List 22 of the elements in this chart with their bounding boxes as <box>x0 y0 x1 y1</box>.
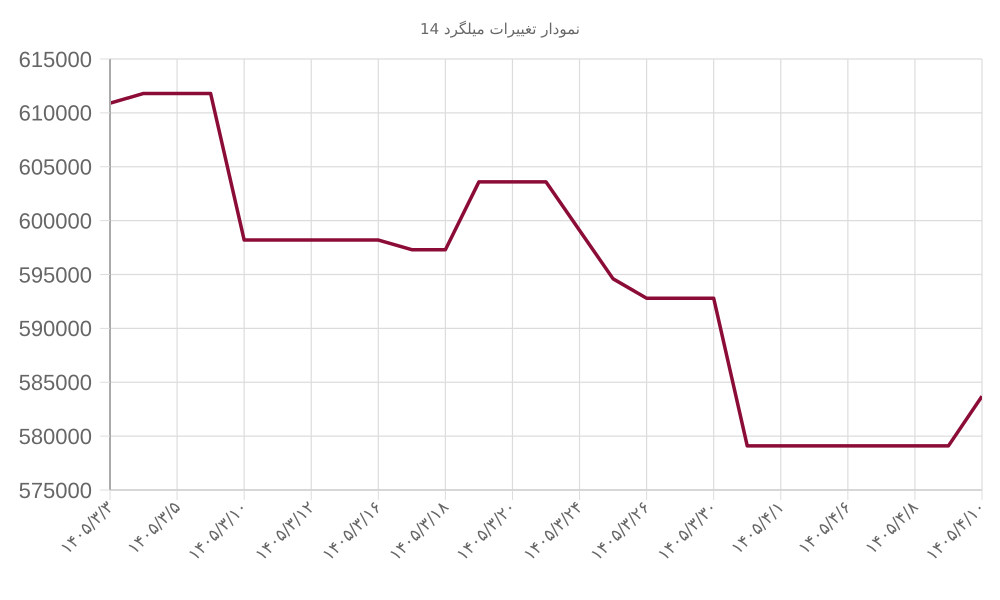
x-tick-label: ۱۴۰۵/۳/۱۰ <box>184 498 252 566</box>
x-tick-label: ۱۴۰۵/۳/۲۰ <box>452 498 520 566</box>
x-tick-label: ۱۴۰۵/۴/۶ <box>794 498 856 559</box>
y-tick-label: 585000 <box>18 370 92 396</box>
x-tick-label: ۱۴۰۵/۳/۱۲ <box>252 498 319 566</box>
y-tick-label: 595000 <box>18 262 92 288</box>
y-tick-label: 615000 <box>18 46 92 72</box>
x-tick-label: ۱۴۰۵/۴/۱ <box>728 498 789 559</box>
x-tick-label: ۱۴۰۵/۴/۸ <box>862 498 923 559</box>
chart-title: نمودار تغییرات میلگرد 14 <box>419 20 581 38</box>
x-tick-label: ۱۴۰۵/۳/۱۶ <box>318 498 386 566</box>
x-tick-label: ۱۴۰۵/۳/۲۴ <box>520 498 588 566</box>
x-tick-label: ۱۴۰۵/۳/۵ <box>124 498 185 559</box>
y-tick-label: 605000 <box>18 154 92 180</box>
y-tick-label: 590000 <box>18 316 92 342</box>
y-tick-label: 580000 <box>18 424 92 449</box>
x-tick-label: ۱۴۰۵/۴/۱۰ <box>922 498 990 566</box>
y-tick-label: 600000 <box>18 208 92 234</box>
x-tick-label: ۱۴۰۵/۳/۳۰ <box>654 498 722 566</box>
x-tick-label: ۱۴۰۵/۳/۱۸ <box>386 498 454 566</box>
y-tick-label: 610000 <box>18 100 92 126</box>
x-tick-label: ۱۴۰۵/۳/۲۶ <box>586 498 654 566</box>
